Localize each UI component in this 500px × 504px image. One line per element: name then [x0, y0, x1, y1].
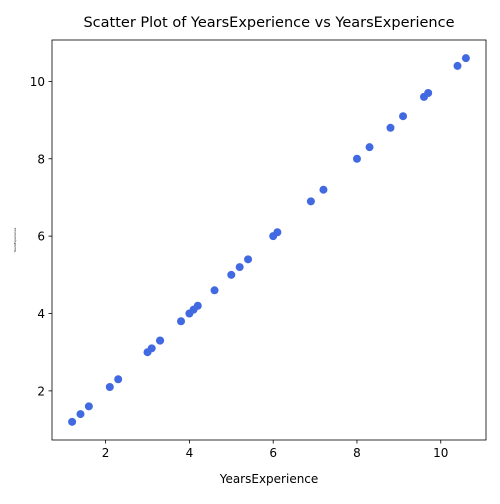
- data-point-6: [148, 344, 156, 352]
- x-axis-title: YearsExperience: [219, 472, 319, 486]
- y-tick-label-4: 10: [30, 75, 45, 89]
- data-point-1: [76, 410, 84, 418]
- data-point-8: [156, 337, 164, 345]
- y-tick-label-1: 4: [37, 307, 45, 321]
- data-point-27: [454, 62, 462, 70]
- x-tick-label-3: 8: [353, 446, 361, 460]
- data-point-20: [319, 186, 327, 194]
- x-tick-label-4: 10: [433, 446, 448, 460]
- data-point-22: [366, 143, 374, 151]
- data-point-4: [114, 375, 122, 383]
- data-point-26: [424, 89, 432, 97]
- chart-title: Scatter Plot of YearsExperience vs Years…: [83, 15, 454, 31]
- y-tick-label-3: 8: [37, 152, 45, 166]
- data-point-3: [106, 383, 114, 391]
- data-point-18: [273, 228, 281, 236]
- y-tick-label-0: 2: [37, 384, 45, 398]
- y-axis-ticks: 2 4 6 8 10: [30, 75, 52, 398]
- data-point-15: [236, 263, 244, 271]
- data-point-28: [462, 54, 470, 62]
- x-tick-label-1: 4: [186, 446, 194, 460]
- x-tick-label-2: 6: [269, 446, 277, 460]
- x-axis-ticks: 2 4 6 8 10: [102, 440, 449, 460]
- x-tick-label-0: 2: [102, 446, 110, 460]
- y-tick-label-2: 6: [37, 230, 45, 244]
- data-point-23: [386, 124, 394, 132]
- data-point-13: [211, 286, 219, 294]
- data-point-12: [194, 302, 202, 310]
- data-point-24: [399, 112, 407, 120]
- data-point-21: [353, 155, 361, 163]
- data-point-16: [244, 255, 252, 263]
- data-point-14: [227, 271, 235, 279]
- data-point-2: [85, 402, 93, 410]
- data-point-19: [307, 197, 315, 205]
- points-layer: [68, 54, 470, 426]
- data-point-9: [177, 317, 185, 325]
- data-point-0: [68, 418, 76, 426]
- y-axis-title: YearsExperience: [13, 228, 17, 253]
